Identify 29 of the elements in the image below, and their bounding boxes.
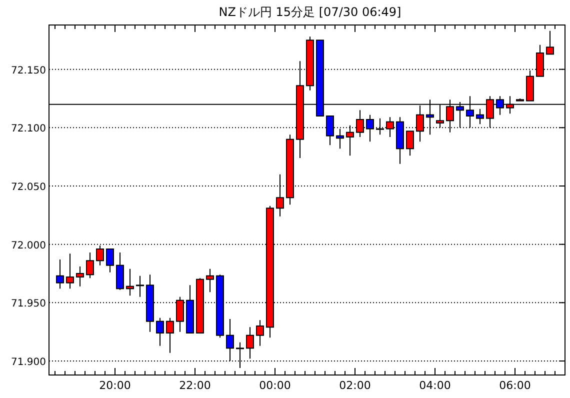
x-tick-label: 04:00 — [419, 379, 451, 392]
candlestick — [156, 317, 164, 346]
candlestick — [76, 266, 84, 287]
candlestick — [246, 326, 254, 360]
candlestick — [256, 320, 264, 346]
candlestick — [166, 317, 174, 354]
y-tick-label: 72.100 — [11, 124, 46, 135]
candlestick — [136, 275, 144, 298]
y-tick-label: 72.050 — [11, 182, 46, 193]
candlestick — [206, 268, 214, 293]
y-tick-label: 71.900 — [11, 357, 46, 368]
y-tick-label: 71.950 — [11, 298, 46, 310]
chart-title: NZドル円 15分足 [07/30 06:49] — [218, 5, 402, 19]
x-tick-label: 06:00 — [499, 379, 531, 392]
candlestick — [116, 252, 124, 290]
candlestick — [56, 259, 64, 290]
x-tick-label: 22:00 — [179, 379, 211, 392]
candlestick — [476, 108, 484, 125]
x-tick-label: 20:00 — [99, 379, 131, 392]
y-tick-label: 72.150 — [11, 65, 46, 76]
candlestick — [106, 248, 114, 273]
x-tick-label: 02:00 — [339, 379, 371, 392]
candlestick — [126, 268, 134, 296]
candlestick — [86, 252, 94, 279]
candlestick — [66, 253, 74, 290]
candlestick — [546, 30, 554, 55]
x-tick-label: 00:00 — [259, 379, 291, 392]
candlestick — [406, 130, 414, 156]
y-tick-label: 72.000 — [11, 240, 46, 252]
